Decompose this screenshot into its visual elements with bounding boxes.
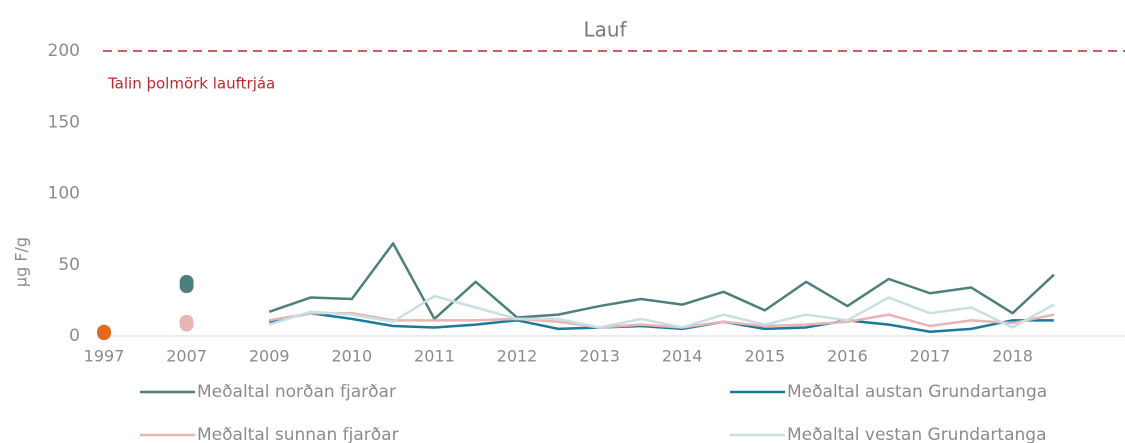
y-tick-label: 50: [58, 255, 80, 275]
point: [97, 324, 111, 339]
series-line: [268, 242, 1055, 321]
point: [179, 317, 194, 332]
x-tick-label: 2014: [662, 347, 703, 366]
y-tick-label: 150: [48, 112, 80, 132]
point: [179, 279, 194, 294]
reference-label: Talin þolmörk lauftrjáa: [107, 75, 275, 93]
series-line: [268, 311, 1054, 333]
x-tick-label: 2018: [992, 347, 1033, 366]
x-tick-label: 2009: [249, 347, 290, 366]
chart-title: Lauf: [583, 18, 627, 42]
x-tick-label: 2013: [579, 347, 620, 366]
series-line: [268, 294, 1055, 329]
series-line: [268, 311, 1055, 329]
legend-label: Meðaltal vestan Grundartanga: [787, 425, 1047, 443]
x-tick-label: 2011: [414, 347, 455, 366]
x-tick-label: 1997: [84, 347, 125, 366]
x-tick-label: 2012: [497, 347, 538, 366]
x-tick-label: 2015: [744, 347, 785, 366]
y-tick-label: 0: [69, 326, 80, 346]
legend-label: Meðaltal sunnan fjarðar: [197, 425, 399, 443]
legend-label: Meðaltal norðan fjarðar: [197, 382, 396, 402]
x-tick-label: 2007: [166, 347, 207, 366]
x-tick-label: 2017: [910, 347, 951, 366]
y-axis-label: µg F/g: [12, 237, 31, 287]
y-tick-label: 200: [48, 41, 80, 61]
x-tick-label: 2010: [331, 347, 372, 366]
legend-label: Meðaltal austan Grundartanga: [787, 382, 1047, 402]
x-tick-label: 2016: [827, 347, 868, 366]
y-tick-label: 100: [48, 184, 80, 204]
